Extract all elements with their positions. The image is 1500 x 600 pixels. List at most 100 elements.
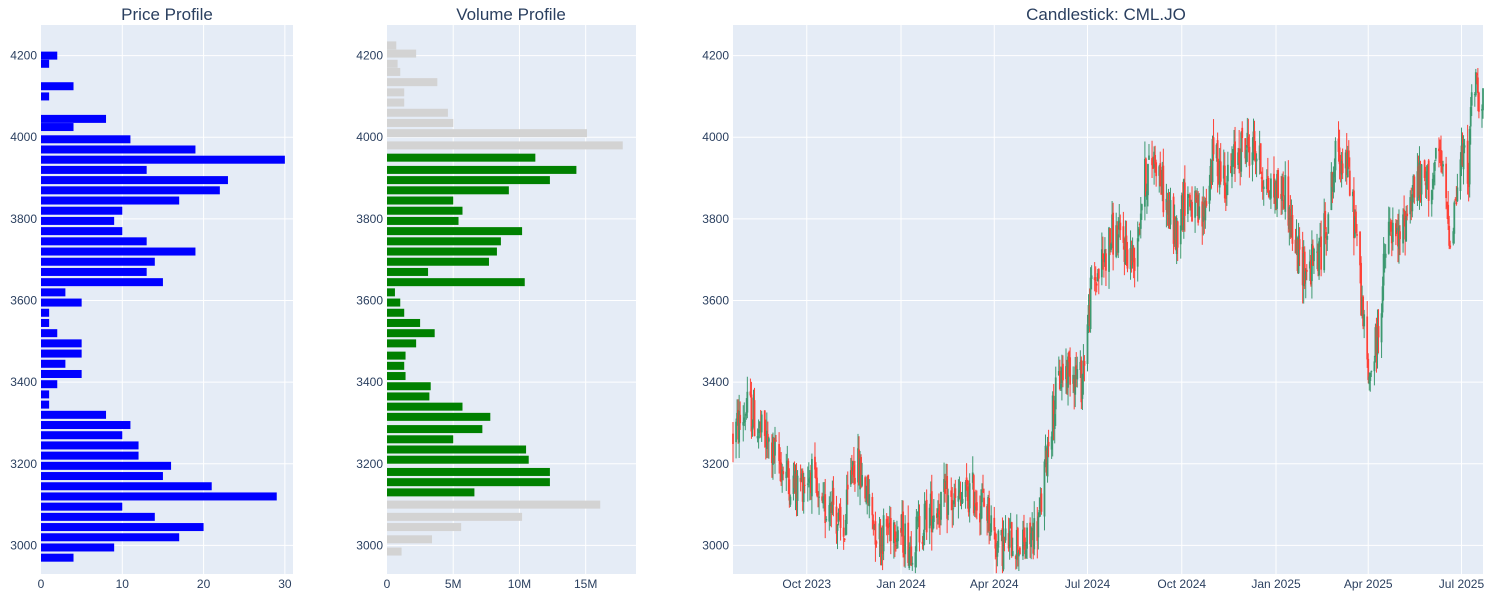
candle-body (1169, 200, 1172, 225)
volume-bar (387, 372, 406, 381)
candle-body (928, 507, 931, 529)
candle-body (1246, 132, 1249, 148)
candle-body (1453, 202, 1456, 234)
candle-body (1460, 145, 1463, 161)
candle-body (1308, 261, 1311, 269)
candle-body (1040, 493, 1043, 512)
price-bar (41, 533, 180, 542)
candle-body (1189, 194, 1191, 207)
candle-body (1398, 226, 1400, 249)
candle-body (1280, 193, 1283, 199)
candlestick-x-tick-label: Jan 2025 (1251, 577, 1301, 591)
candle-body (1376, 327, 1379, 355)
candle-body (931, 518, 934, 530)
candle-body (1324, 210, 1327, 229)
candle-body (1143, 158, 1146, 207)
candle-body (807, 478, 810, 483)
volume-y-tick-label: 3600 (356, 294, 383, 308)
candle-body (800, 473, 803, 480)
candle-body (1088, 305, 1091, 327)
price-bar (41, 451, 139, 460)
volume-bar (387, 49, 417, 58)
volume-bar (387, 278, 525, 287)
candle-body (979, 513, 981, 523)
candle-body (1275, 183, 1277, 208)
candle-body (1025, 550, 1027, 558)
candle-body (1296, 239, 1299, 271)
volume-bar (387, 412, 491, 421)
candle-body (1010, 522, 1013, 556)
candle-body (1282, 177, 1285, 197)
volume-bar (387, 227, 523, 236)
volume-bar (387, 351, 406, 360)
price-bar (41, 206, 123, 215)
candle-body (1362, 296, 1365, 327)
candle-body (1245, 149, 1248, 163)
volume-bar (387, 547, 402, 556)
candle-body (1146, 191, 1148, 200)
candle-body (997, 530, 1000, 548)
candle-body (925, 499, 928, 533)
candle-body (835, 506, 838, 534)
candle-body (915, 516, 918, 552)
candle-body (1046, 444, 1049, 477)
candle-body (744, 420, 747, 422)
candle-body (1129, 248, 1132, 270)
candle-body (1083, 360, 1086, 366)
candle-body (803, 484, 806, 486)
candle-body (765, 430, 768, 450)
price-bar (41, 247, 196, 256)
candle-body (1067, 356, 1069, 388)
candle-body (1051, 395, 1054, 441)
volume-bar (387, 98, 405, 107)
candle-body (1069, 357, 1071, 385)
candle-body (1344, 152, 1347, 169)
candle-body (1052, 400, 1055, 429)
candle-body (990, 515, 993, 533)
price-bar (41, 512, 155, 521)
candle-body (1304, 271, 1307, 280)
price-bar (41, 186, 220, 195)
candle-body (814, 456, 816, 470)
candle-body (981, 492, 983, 503)
candle-body (1205, 201, 1208, 206)
candle-body (973, 504, 976, 511)
candle-body (1409, 197, 1412, 215)
candle-body (1287, 176, 1290, 226)
price-bar (41, 421, 131, 430)
candlestick-x-tick-label: Oct 2023 (782, 577, 831, 591)
candle-body (831, 491, 834, 513)
candle-body (1158, 166, 1161, 176)
candle-body (1374, 327, 1377, 358)
candle-body (1036, 521, 1039, 541)
price-x-tick-label: 10 (116, 577, 130, 591)
candle-body (873, 525, 876, 530)
candle-body (823, 496, 826, 499)
candle-body (1174, 216, 1177, 250)
candle-body (1224, 195, 1227, 199)
candle-body (1074, 366, 1077, 395)
candle-body (1195, 192, 1198, 203)
candle-body (1427, 160, 1430, 201)
candle-body (1294, 239, 1297, 254)
candle-body (1132, 248, 1135, 263)
candle-body (780, 462, 783, 483)
candle-body (1151, 158, 1153, 166)
candle-body (821, 496, 824, 501)
candle-body (1313, 248, 1315, 262)
price-bar (41, 410, 107, 419)
candle-body (752, 397, 755, 428)
volume-y-tick-label: 4200 (356, 49, 383, 63)
candle-body (1060, 367, 1063, 384)
candle-body (1247, 136, 1250, 147)
candle-body (1248, 146, 1251, 166)
candle-body (939, 516, 941, 520)
candle-body (764, 434, 767, 447)
candle-body (1258, 145, 1261, 160)
candle-body (1402, 214, 1404, 244)
candle-body (1445, 163, 1448, 199)
candlestick-y-tick-label: 3800 (702, 212, 729, 226)
candle-body (1312, 245, 1314, 266)
candle-body (902, 511, 904, 553)
candle-body (1406, 213, 1409, 217)
